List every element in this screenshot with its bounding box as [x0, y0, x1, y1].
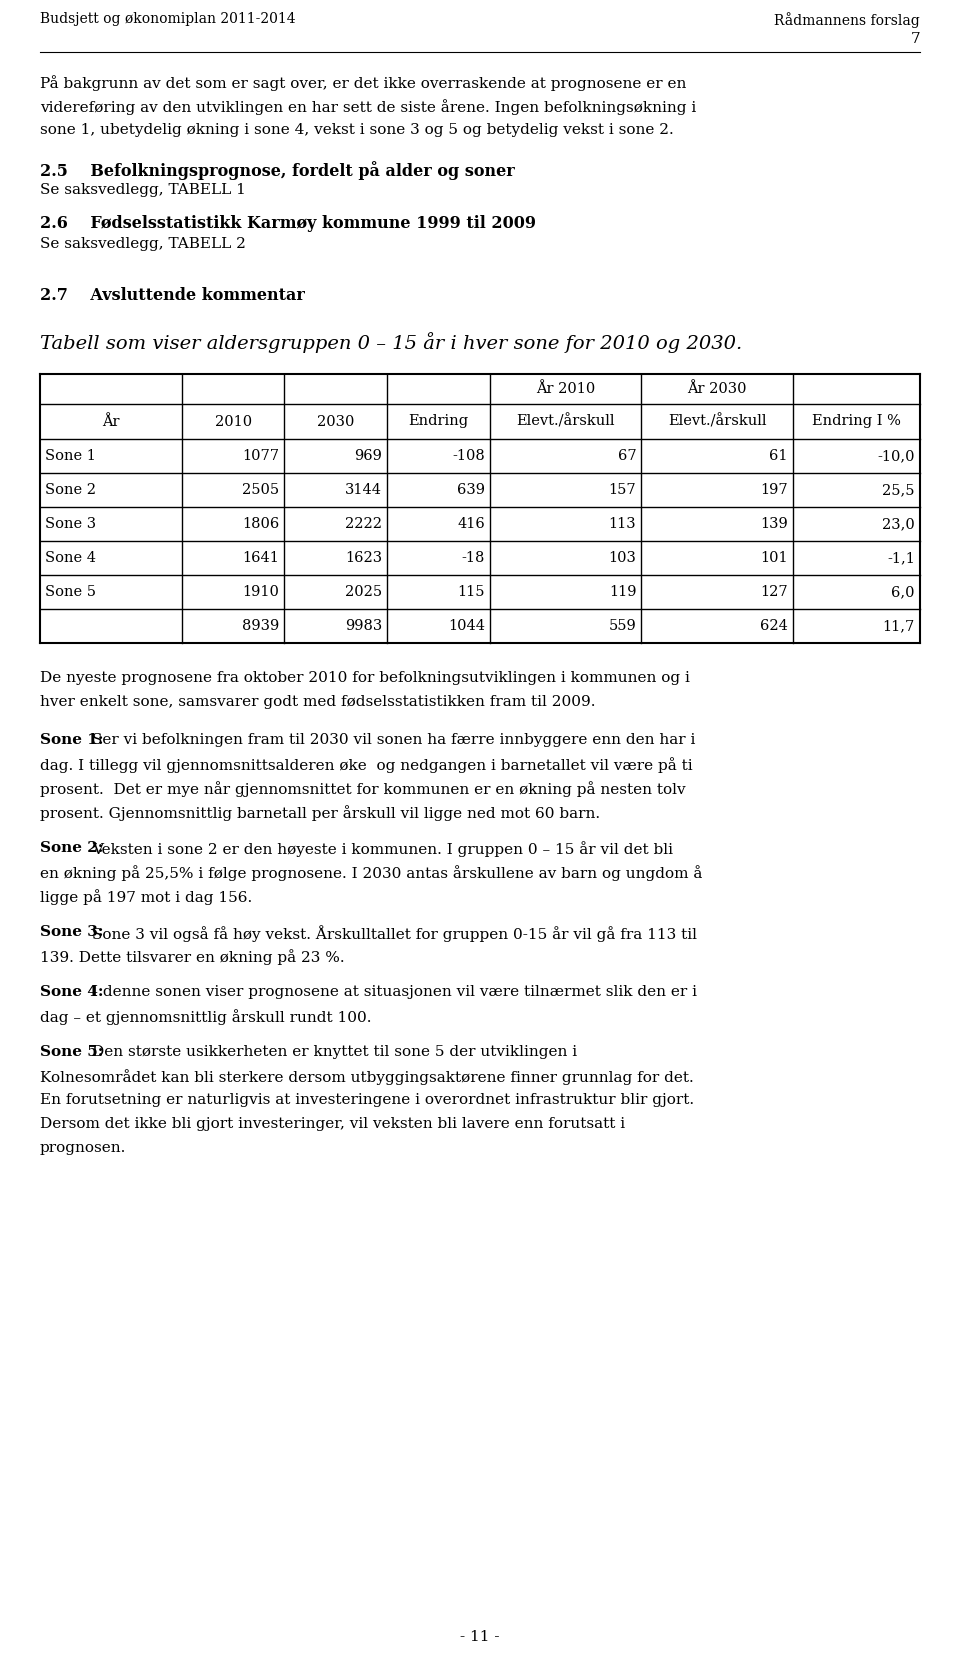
Text: prosent. Gjennomsnittlig barnetall per årskull vil ligge ned mot 60 barn.: prosent. Gjennomsnittlig barnetall per å…: [40, 805, 600, 820]
Text: dag – et gjennomsnittlig årskull rundt 100.: dag – et gjennomsnittlig årskull rundt 1…: [40, 1009, 372, 1026]
Text: 1077: 1077: [243, 449, 279, 462]
Text: 2.7    Avsluttende kommentar: 2.7 Avsluttende kommentar: [40, 287, 305, 303]
Text: 127: 127: [760, 585, 788, 598]
Text: Sone 4:: Sone 4:: [40, 984, 104, 999]
Text: 113: 113: [609, 517, 636, 530]
Text: 6,0: 6,0: [892, 585, 915, 598]
Text: År 2010: År 2010: [536, 383, 595, 396]
Text: 197: 197: [760, 482, 788, 497]
Text: 1623: 1623: [345, 552, 382, 565]
Text: Sone 5:: Sone 5:: [40, 1046, 104, 1059]
Text: 2030: 2030: [317, 414, 354, 429]
Text: Sone 3: Sone 3: [45, 517, 96, 530]
Text: 139: 139: [760, 517, 788, 530]
Text: Sone 1: Sone 1: [45, 449, 96, 462]
Text: 67: 67: [617, 449, 636, 462]
Text: Elevt./årskull: Elevt./årskull: [516, 414, 614, 429]
Text: Sone 2: Sone 2: [45, 482, 96, 497]
Text: -18: -18: [462, 552, 485, 565]
Text: Endring: Endring: [408, 414, 468, 429]
Text: En forutsetning er naturligvis at investeringene i overordnet infrastruktur blir: En forutsetning er naturligvis at invest…: [40, 1094, 694, 1107]
Text: 2010: 2010: [214, 414, 252, 429]
Text: en økning på 25,5% i følge prognosene. I 2030 antas årskullene av barn og ungdom: en økning på 25,5% i følge prognosene. I…: [40, 865, 703, 882]
Text: På bakgrunn av det som er sagt over, er det ikke overraskende at prognosene er e: På bakgrunn av det som er sagt over, er …: [40, 75, 686, 91]
Text: Endring I %: Endring I %: [812, 414, 900, 429]
Text: År: År: [102, 414, 120, 429]
Text: 3144: 3144: [345, 482, 382, 497]
Text: 2.5    Befolkningsprognose, fordelt på alder og soner: 2.5 Befolkningsprognose, fordelt på alde…: [40, 161, 515, 181]
Text: 139. Dette tilsvarer en økning på 23 %.: 139. Dette tilsvarer en økning på 23 %.: [40, 949, 345, 964]
Text: Sone 2:: Sone 2:: [40, 842, 104, 855]
Text: 1806: 1806: [242, 517, 279, 530]
Text: 1044: 1044: [447, 620, 485, 633]
Text: Se saksvedlegg, TABELL 2: Se saksvedlegg, TABELL 2: [40, 237, 246, 250]
Text: 23,0: 23,0: [882, 517, 915, 530]
Text: videreføring av den utviklingen en har sett de siste årene. Ingen befolkningsøkn: videreføring av den utviklingen en har s…: [40, 99, 696, 114]
Text: 9983: 9983: [345, 620, 382, 633]
Text: 2025: 2025: [345, 585, 382, 598]
Text: Budsjett og økonomiplan 2011-2014: Budsjett og økonomiplan 2011-2014: [40, 12, 296, 27]
Text: Den største usikkerheten er knyttet til sone 5 der utviklingen i: Den største usikkerheten er knyttet til …: [92, 1046, 577, 1059]
Text: Ser vi befolkningen fram til 2030 vil sonen ha færre innbyggere enn den har i: Ser vi befolkningen fram til 2030 vil so…: [92, 732, 695, 747]
Text: 559: 559: [609, 620, 636, 633]
Text: 7: 7: [910, 31, 920, 46]
Text: 2222: 2222: [345, 517, 382, 530]
Text: Sone 1:: Sone 1:: [40, 732, 104, 747]
Text: hver enkelt sone, samsvarer godt med fødselsstatistikken fram til 2009.: hver enkelt sone, samsvarer godt med fød…: [40, 694, 595, 709]
Text: 11,7: 11,7: [883, 620, 915, 633]
Text: I denne sonen viser prognosene at situasjonen vil være tilnærmet slik den er i: I denne sonen viser prognosene at situas…: [92, 984, 697, 999]
Text: Elevt./årskull: Elevt./årskull: [668, 414, 766, 429]
Text: 115: 115: [457, 585, 485, 598]
Text: 25,5: 25,5: [882, 482, 915, 497]
Text: 119: 119: [609, 585, 636, 598]
Text: Rådmannens forslag: Rådmannens forslag: [775, 12, 920, 28]
Text: 1910: 1910: [243, 585, 279, 598]
Text: 2505: 2505: [242, 482, 279, 497]
Text: 8939: 8939: [242, 620, 279, 633]
Text: prosent.  Det er mye når gjennomsnittet for kommunen er en økning på nesten tolv: prosent. Det er mye når gjennomsnittet f…: [40, 780, 685, 797]
Text: År 2030: År 2030: [687, 383, 747, 396]
Text: prognosen.: prognosen.: [40, 1142, 127, 1155]
Text: -10,0: -10,0: [877, 449, 915, 462]
Text: 101: 101: [760, 552, 788, 565]
Text: De nyeste prognosene fra oktober 2010 for befolkningsutviklingen i kommunen og i: De nyeste prognosene fra oktober 2010 fo…: [40, 671, 690, 684]
Text: 639: 639: [457, 482, 485, 497]
Text: Kolnesområdet kan bli sterkere dersom utbyggingsaktørene finner grunnlag for det: Kolnesområdet kan bli sterkere dersom ut…: [40, 1069, 694, 1085]
Text: 61: 61: [769, 449, 788, 462]
Text: ligge på 197 mot i dag 156.: ligge på 197 mot i dag 156.: [40, 890, 252, 905]
Text: Tabell som viser aldersgruppen 0 – 15 år i hver sone for 2010 og 2030.: Tabell som viser aldersgruppen 0 – 15 år…: [40, 331, 742, 353]
Text: Sone 3:: Sone 3:: [40, 925, 104, 940]
Text: dag. I tillegg vil gjennomsnittsalderen øke  og nedgangen i barnetallet vil være: dag. I tillegg vil gjennomsnittsalderen …: [40, 757, 692, 772]
Text: 157: 157: [609, 482, 636, 497]
Text: 416: 416: [457, 517, 485, 530]
Text: Se saksvedlegg, TABELL 1: Se saksvedlegg, TABELL 1: [40, 182, 246, 197]
Text: Sone 5: Sone 5: [45, 585, 96, 598]
Text: sone 1, ubetydelig økning i sone 4, vekst i sone 3 og 5 og betydelig vekst i son: sone 1, ubetydelig økning i sone 4, veks…: [40, 123, 674, 138]
Text: - 11 -: - 11 -: [460, 1630, 500, 1644]
Text: 1641: 1641: [243, 552, 279, 565]
Text: -1,1: -1,1: [887, 552, 915, 565]
Text: Dersom det ikke bli gjort investeringer, vil veksten bli lavere enn forutsatt i: Dersom det ikke bli gjort investeringer,…: [40, 1117, 625, 1132]
Text: Sone 4: Sone 4: [45, 552, 96, 565]
Text: -108: -108: [452, 449, 485, 462]
Text: 103: 103: [609, 552, 636, 565]
Text: Sone 3 vil også få høy vekst. Årskulltallet for gruppen 0-15 år vil gå fra 113 t: Sone 3 vil også få høy vekst. Årskulltal…: [92, 925, 697, 941]
Text: 969: 969: [354, 449, 382, 462]
Text: Veksten i sone 2 er den høyeste i kommunen. I gruppen 0 – 15 år vil det bli: Veksten i sone 2 er den høyeste i kommun…: [92, 842, 673, 857]
Text: 624: 624: [760, 620, 788, 633]
Text: 2.6    Fødselsstatistikk Karmøy kommune 1999 til 2009: 2.6 Fødselsstatistikk Karmøy kommune 199…: [40, 215, 536, 232]
